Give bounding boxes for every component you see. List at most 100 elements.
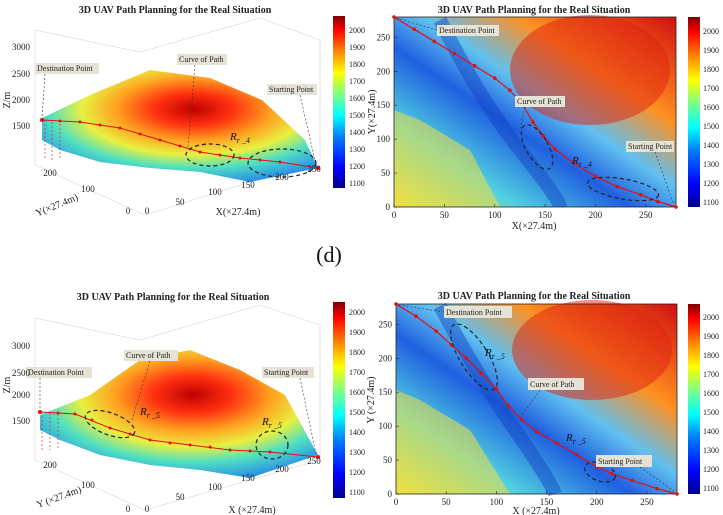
svg-text:1600: 1600 xyxy=(703,389,719,398)
axis-ticks: 0 50 100 150 200 250 0 50 100 150 200 250 xyxy=(379,319,655,507)
y-axis-label: Y(×27.4m) xyxy=(367,90,378,135)
svg-text:1400: 1400 xyxy=(703,141,719,150)
annotation-start: Starting Point xyxy=(264,368,309,377)
y-tick: 200 xyxy=(377,66,391,76)
path-point xyxy=(452,51,457,56)
x-tick: 0 xyxy=(392,210,397,220)
svg-text:2000: 2000 xyxy=(349,308,365,317)
svg-text:1500: 1500 xyxy=(349,111,365,120)
svg-text:1600: 1600 xyxy=(703,103,719,112)
path-point xyxy=(531,120,535,124)
path-point xyxy=(519,417,524,422)
y-axis-label: Y(×27.4m) xyxy=(34,192,80,219)
path-group xyxy=(392,15,678,209)
region-label: Rr _4 xyxy=(229,131,250,145)
x-tick: 150 xyxy=(241,180,255,190)
x-tick: 100 xyxy=(208,482,222,492)
colorbar-ticks: 1100 1200 1300 1400 1500 1600 1700 1800 … xyxy=(703,27,719,207)
axes-box xyxy=(34,304,321,511)
annotation-destination: Destination Point xyxy=(439,26,496,35)
svg-text:1700: 1700 xyxy=(349,368,365,377)
z-tick: 2500 xyxy=(12,69,31,79)
y-tick: 50 xyxy=(383,455,393,465)
annotation-curve: Curve of Path xyxy=(126,351,170,360)
annotation-destination: Destination Point xyxy=(37,64,94,73)
path-point xyxy=(553,147,557,152)
z-axis-label: Z/m xyxy=(2,91,13,108)
path-point xyxy=(554,441,559,445)
path-point xyxy=(412,27,416,32)
y-tick: 200 xyxy=(379,353,393,363)
svg-text:1700: 1700 xyxy=(703,84,719,93)
chart-title: 3D UAV Path Planning for the Real Situat… xyxy=(77,292,270,303)
figure-label: (d) xyxy=(316,242,342,267)
svg-text:1800: 1800 xyxy=(349,60,365,69)
annotation-box xyxy=(262,367,314,378)
path-point xyxy=(494,387,499,391)
x-tick: 200 xyxy=(590,497,604,507)
region-ellipse xyxy=(84,409,136,439)
colorbar-ticks: 1100 1200 1300 1400 1500 1600 1700 1800 … xyxy=(349,308,365,497)
annotation-leader xyxy=(639,466,676,493)
z-tick: 1500 xyxy=(12,416,31,426)
x-tick: 50 xyxy=(440,210,450,220)
region-ellipse xyxy=(450,323,498,391)
y-tick: 100 xyxy=(377,134,391,144)
annotation-box xyxy=(528,378,584,390)
x-tick: 200 xyxy=(589,210,603,220)
path-point xyxy=(574,452,579,457)
annotation-leader xyxy=(187,64,196,149)
y-tick: 0 xyxy=(386,202,391,212)
path-point xyxy=(675,492,679,496)
y-tick: 50 xyxy=(381,168,391,178)
region-label: Rr _5 xyxy=(261,416,282,430)
annotation-box xyxy=(26,367,92,378)
svg-text:1800: 1800 xyxy=(703,351,719,360)
z-tick: 3000 xyxy=(12,42,31,52)
path-point xyxy=(506,403,511,408)
svg-text:1100: 1100 xyxy=(349,488,365,497)
annotation-destination: Destination Point xyxy=(28,368,85,377)
annotation-box xyxy=(124,350,178,361)
x-axis-label: X (×27.4m) xyxy=(512,506,559,515)
annotation-box xyxy=(596,455,652,467)
annotation-destination: Destination Point xyxy=(446,308,503,317)
chart-title: 3D UAV Path Planning for the Real Situat… xyxy=(438,291,631,302)
region-label: Rr _5 xyxy=(484,347,505,361)
svg-text:1400: 1400 xyxy=(349,128,365,137)
svg-text:1500: 1500 xyxy=(703,122,719,131)
x-tick: 0 xyxy=(394,497,399,507)
svg-text:1400: 1400 xyxy=(703,427,719,436)
path-point xyxy=(593,174,598,179)
annotation-box xyxy=(35,63,99,74)
path-markers xyxy=(40,118,320,170)
y-tick: 100 xyxy=(379,421,393,431)
x-tick: 150 xyxy=(538,210,552,220)
path-point xyxy=(571,161,576,165)
annotation-leader xyxy=(299,377,317,455)
x-tick: 200 xyxy=(275,172,289,182)
svg-text:1200: 1200 xyxy=(703,465,719,474)
svg-text:1600: 1600 xyxy=(349,94,365,103)
plot-frame xyxy=(395,303,678,495)
annotation-box xyxy=(444,306,512,318)
y-tick: 150 xyxy=(379,387,393,397)
region-ellipse xyxy=(247,148,317,178)
svg-text:1800: 1800 xyxy=(703,65,719,74)
path-point xyxy=(609,471,614,476)
z-axis-label: Z/m xyxy=(2,376,13,393)
y-axis-label: Y (×27.4m) xyxy=(366,377,377,424)
chart-title: 3D UAV Path Planning for the Real Situat… xyxy=(438,5,631,16)
y-tick: 200 xyxy=(43,168,57,178)
annotation-leader xyxy=(41,73,46,119)
colorbar-ticks: 1100 1200 1300 1400 1500 1600 1700 1800 … xyxy=(703,313,719,493)
annotation-leader xyxy=(654,151,675,206)
path-point xyxy=(394,302,398,306)
panel-top-3d: 3D UAV Path Planning for the Real Situat… xyxy=(2,5,365,219)
path-point xyxy=(414,314,418,319)
path-point xyxy=(508,88,512,93)
annotation-curve: Curve of Path xyxy=(179,55,223,64)
svg-text:1200: 1200 xyxy=(349,468,365,477)
y-axis-label: Y (×27.4m) xyxy=(35,484,83,510)
